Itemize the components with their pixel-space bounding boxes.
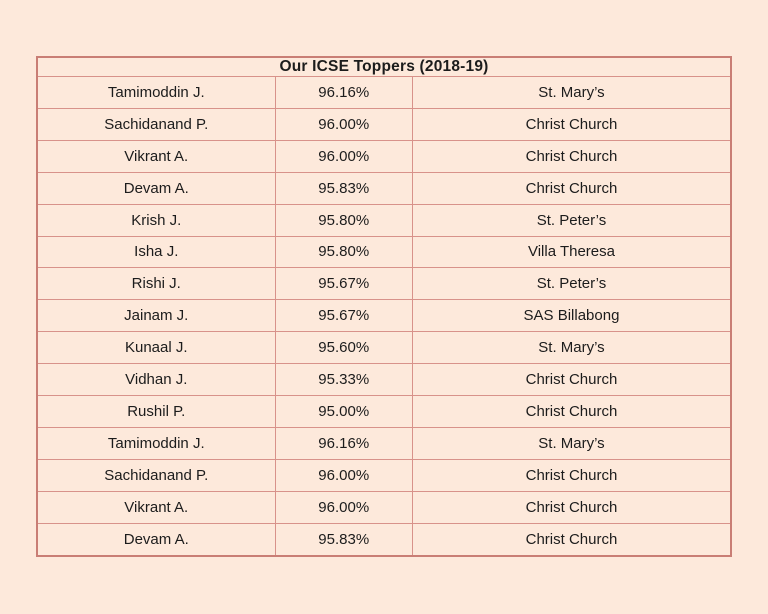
student-name-cell: Devam A. bbox=[36, 522, 276, 557]
student-name-cell: Isha J. bbox=[36, 235, 276, 269]
school-cell: Christ Church bbox=[411, 395, 732, 428]
school-cell: St. Mary’s bbox=[411, 76, 732, 109]
student-name-cell: Jainam J. bbox=[36, 299, 276, 333]
percentage-cell: 95.83% bbox=[274, 522, 413, 557]
student-name-cell: Vidhan J. bbox=[36, 363, 276, 397]
percentage-cell: 95.00% bbox=[274, 395, 413, 428]
table-body: Tamimoddin J. 96.16% St. Mary’s Sachidanand… bbox=[36, 76, 732, 557]
table-row: Vikrant A. 96.00% Christ Church bbox=[36, 139, 732, 173]
table-row: Jainam J. 95.67% SAS Billabong bbox=[36, 299, 732, 333]
table-title: Our ICSE Toppers (2018-19) bbox=[36, 56, 732, 77]
percentage-cell: 95.67% bbox=[274, 267, 413, 301]
percentage-cell: 96.16% bbox=[274, 76, 413, 109]
table-row: Rushil P. 95.00% Christ Church bbox=[36, 395, 732, 428]
student-name-cell: Tamimoddin J. bbox=[36, 426, 276, 460]
percentage-cell: 95.80% bbox=[274, 235, 413, 269]
school-cell: Christ Church bbox=[411, 522, 732, 557]
table-row: Isha J. 95.80% Villa Theresa bbox=[36, 235, 732, 269]
student-name-cell: Devam A. bbox=[36, 171, 276, 205]
table-row: Krish J. 95.80% St. Peter’s bbox=[36, 203, 732, 237]
percentage-cell: 96.16% bbox=[274, 426, 413, 460]
student-name-cell: Sachidanand P. bbox=[36, 458, 276, 492]
school-cell: SAS Billabong bbox=[411, 299, 732, 333]
table-row: Devam A. 95.83% Christ Church bbox=[36, 171, 732, 205]
percentage-cell: 95.60% bbox=[274, 331, 413, 365]
percentage-cell: 96.00% bbox=[274, 107, 413, 141]
student-name-cell: Vikrant A. bbox=[36, 490, 276, 524]
student-name-cell: Vikrant A. bbox=[36, 139, 276, 173]
percentage-cell: 96.00% bbox=[274, 139, 413, 173]
school-cell: Christ Church bbox=[411, 458, 732, 492]
percentage-cell: 96.00% bbox=[274, 458, 413, 492]
student-name-cell: Kunaal J. bbox=[36, 331, 276, 365]
school-cell: Christ Church bbox=[411, 171, 732, 205]
school-cell: St. Mary’s bbox=[411, 331, 732, 365]
percentage-cell: 95.33% bbox=[274, 363, 413, 397]
table-row: Sachidanand P. 96.00% Christ Church bbox=[36, 107, 732, 141]
school-cell: St. Peter’s bbox=[411, 267, 732, 301]
percentage-cell: 95.83% bbox=[274, 171, 413, 205]
school-cell: Villa Theresa bbox=[411, 235, 732, 269]
table-row: Vidhan J. 95.33% Christ Church bbox=[36, 363, 732, 397]
school-cell: Christ Church bbox=[411, 139, 732, 173]
table-row: Rishi J. 95.67% St. Peter’s bbox=[36, 267, 732, 301]
table-row: Sachidanand P. 96.00% Christ Church bbox=[36, 458, 732, 492]
student-name-cell: Krish J. bbox=[36, 203, 276, 237]
school-cell: St. Mary’s bbox=[411, 426, 732, 460]
school-cell: Christ Church bbox=[411, 107, 732, 141]
table-title-row: Our ICSE Toppers (2018-19) bbox=[36, 56, 732, 77]
percentage-cell: 96.00% bbox=[274, 490, 413, 524]
table-row: Devam A. 95.83% Christ Church bbox=[36, 522, 732, 557]
student-name-cell: Rushil P. bbox=[36, 395, 276, 428]
table-row: Tamimoddin J. 96.16% St. Mary’s bbox=[36, 426, 732, 460]
percentage-cell: 95.67% bbox=[274, 299, 413, 333]
school-cell: St. Peter’s bbox=[411, 203, 732, 237]
school-cell: Christ Church bbox=[411, 363, 732, 397]
table-row: Kunaal J. 95.60% St. Mary’s bbox=[36, 331, 732, 365]
student-name-cell: Sachidanand P. bbox=[36, 107, 276, 141]
table-row: Vikrant A. 96.00% Christ Church bbox=[36, 490, 732, 524]
student-name-cell: Tamimoddin J. bbox=[36, 76, 276, 109]
student-name-cell: Rishi J. bbox=[36, 267, 276, 301]
toppers-table: Our ICSE Toppers (2018-19) Tamimoddin J.… bbox=[36, 56, 732, 557]
table-row: Tamimoddin J. 96.16% St. Mary’s bbox=[36, 76, 732, 109]
school-cell: Christ Church bbox=[411, 490, 732, 524]
percentage-cell: 95.80% bbox=[274, 203, 413, 237]
